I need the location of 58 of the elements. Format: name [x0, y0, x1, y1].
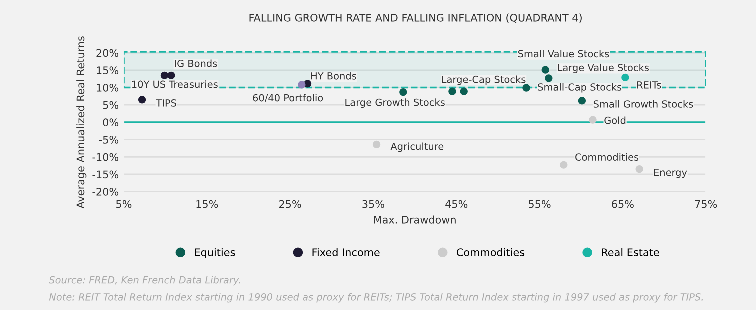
annotation: 10Y US Treasuries — [132, 80, 218, 88]
legend-label: Fixed Income — [312, 248, 380, 256]
annotation: Small-Cap Stocks — [538, 83, 622, 93]
annotation: Large-Cap Stocks — [442, 76, 526, 86]
annotation: REITs — [638, 82, 662, 89]
point — [400, 88, 408, 96]
annotation: HY Bonds — [312, 72, 356, 80]
point — [448, 88, 456, 96]
annotation: Small Growth Stocks — [594, 100, 694, 108]
point — [168, 72, 176, 80]
annotation: Large Growth Stocks — [346, 98, 445, 108]
x-tick-label: 25% — [279, 200, 302, 208]
y-tick-label: -20% — [92, 188, 119, 196]
point — [578, 97, 586, 105]
annotation: Agriculture — [390, 142, 444, 152]
y-tick-label: -5% — [99, 136, 119, 144]
text: Note: REIT Total Return Index starting in 1990 used as proxy for REITs; TIPS Total Return Index starting in 1997 used as proxy for TIPS. — [49, 293, 703, 303]
y-tick-label: -15% — [92, 170, 119, 179]
annotation: Small Value Stocks — [518, 50, 610, 58]
annotation: 60/40 Portfolio — [253, 94, 324, 102]
point — [560, 161, 568, 169]
chart-title: FALLING GROWTH RATE AND FALLING INFLATION (QUADRANT 4) — [250, 14, 582, 24]
point — [636, 165, 644, 174]
legend-label: Equities — [195, 248, 236, 258]
legend-label: Real Estate — [602, 248, 660, 256]
point — [542, 66, 550, 74]
x-tick-label: 75% — [695, 200, 718, 208]
y-tick-label: 10% — [97, 84, 119, 92]
x-tick-label: 5% — [116, 200, 132, 208]
y-tick-label: 5% — [103, 101, 119, 110]
point — [160, 72, 169, 80]
annotation: Large Value Stocks — [558, 64, 649, 74]
point — [589, 116, 597, 124]
annotation: Gold — [604, 116, 626, 124]
annotation: TIPS — [156, 100, 176, 107]
annotation: Commodities — [576, 153, 639, 161]
point — [545, 74, 553, 82]
legend-label: Commodities — [457, 248, 525, 256]
point — [372, 140, 381, 148]
point — [622, 74, 630, 82]
y-tick-label: 0% — [103, 118, 119, 127]
y-tick-label: 20% — [96, 49, 119, 58]
x-axis-title: Max. Drawdown — [374, 216, 456, 224]
x-tick-label: 35% — [362, 200, 384, 208]
point — [138, 96, 146, 104]
y-tick-label: -10% — [92, 153, 119, 162]
point — [522, 84, 530, 92]
x-tick-label: 15% — [196, 200, 218, 208]
x-tick-label: 45% — [446, 200, 468, 208]
annotation: Energy — [654, 169, 688, 178]
source-note: Source: FRED, Ken French Data Library. — [49, 276, 240, 286]
x-tick-label: 65% — [612, 200, 634, 208]
y-tick-label: 15% — [97, 66, 119, 75]
annotation: IG Bonds — [175, 60, 218, 68]
x-tick-label: 55% — [529, 200, 551, 208]
point — [298, 81, 306, 89]
y-axis-title: Average Annualized Real Returns — [76, 36, 87, 209]
point — [460, 88, 468, 96]
